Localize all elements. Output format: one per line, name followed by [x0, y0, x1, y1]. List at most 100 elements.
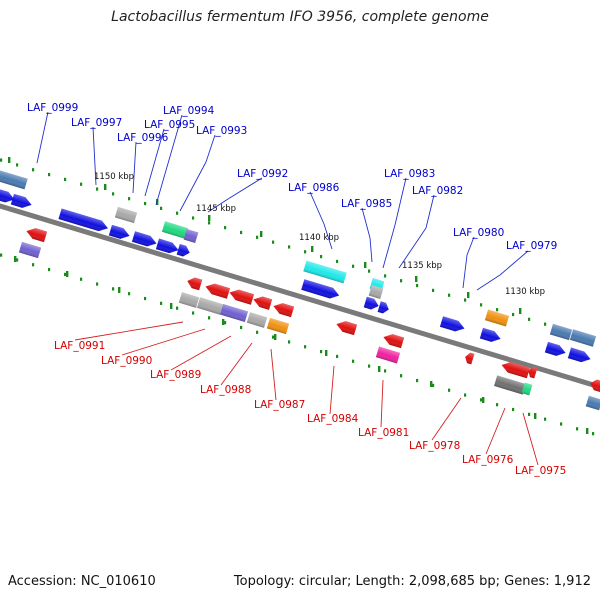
scale-tick — [320, 255, 323, 259]
gene-arrow-shade — [0, 187, 15, 203]
gene-arrow — [465, 352, 475, 365]
scale-tick-major — [170, 303, 173, 309]
scale-tick — [336, 354, 339, 359]
scale-tick-major — [8, 157, 11, 163]
gene-arrow — [161, 221, 189, 239]
gene-arrow — [246, 312, 268, 328]
label-leader-line — [431, 397, 462, 441]
label-leader-line — [466, 236, 475, 256]
scale-tick — [160, 206, 163, 210]
gene-arrow — [377, 301, 389, 314]
scale-tick — [496, 308, 499, 312]
label-leader-line — [522, 412, 539, 466]
scale-tick — [464, 298, 467, 302]
gene-arrow — [183, 229, 199, 243]
gene-arrow-shade — [590, 379, 600, 392]
scale-tick — [160, 301, 163, 305]
scale-label-1135: 1135 kbp — [402, 261, 442, 271]
gene-arrow-shade — [303, 260, 347, 284]
gene-arrow-shade — [205, 283, 231, 299]
scale-tick-major — [66, 271, 69, 277]
gene-arrow-shade — [377, 301, 389, 314]
gene-label-laf0996: LAF_0996 — [117, 132, 169, 144]
scale-tick-major — [222, 319, 225, 325]
gene-label-laf0988: LAF_0988 — [200, 384, 251, 396]
gene-arrow — [0, 166, 28, 190]
scale-tick — [528, 317, 531, 321]
label-leader-line — [270, 348, 277, 401]
scale-tick-major — [415, 276, 418, 282]
gene-arrow-shade — [187, 277, 203, 291]
label-leader-line — [155, 114, 183, 206]
genome-info-text: Topology: circular; Length: 2,098,685 bp… — [233, 574, 591, 589]
label-leader-line — [170, 335, 232, 371]
accession-text: Accession: NC_010610 — [8, 574, 156, 589]
gene-arrow — [273, 303, 295, 318]
scale-tick — [224, 226, 227, 230]
gene-arrow-shade — [363, 296, 379, 310]
scale-tick-major — [378, 366, 381, 372]
scale-tick — [256, 235, 259, 239]
gene-features — [0, 166, 600, 411]
gene-arrow — [131, 231, 157, 247]
scale-tick — [416, 378, 419, 383]
gene-arrow-shade — [266, 317, 290, 335]
gene-arrow — [528, 366, 538, 379]
gene-arrow — [114, 206, 138, 224]
gene-arrow-shade — [439, 316, 465, 332]
gene-arrow — [479, 327, 501, 342]
gene-arrow-shade — [567, 347, 591, 363]
gene-arrow — [336, 321, 358, 336]
gene-arrow — [363, 296, 379, 310]
scale-tick — [464, 393, 467, 397]
label-leader-line — [485, 407, 506, 455]
scale-tick-major — [467, 292, 470, 298]
gene-label-laf0986: LAF_0986 — [288, 182, 340, 194]
scale-tick — [304, 345, 307, 349]
label-leader-line — [361, 207, 371, 239]
label-leader-line — [323, 223, 333, 250]
scale-tick — [336, 259, 339, 264]
label-leader-lines — [36, 111, 539, 466]
gene-arrow — [108, 224, 130, 239]
scale-tick-major — [482, 397, 485, 403]
gene-arrow — [569, 329, 597, 347]
scale-tick — [320, 350, 323, 354]
gene-arrow-shade — [521, 382, 533, 396]
gene-label-laf0995: LAF_0995 — [144, 119, 195, 131]
gene-arrow-shade — [383, 334, 405, 349]
gene-label-laf0976: LAF_0976 — [462, 454, 514, 466]
gene-arrow-shade — [549, 323, 573, 341]
label-leader-line — [394, 177, 407, 226]
gene-label-laf0989: LAF_0989 — [150, 369, 201, 381]
map-title: Lactobacillus fermentum IFO 3956, comple… — [111, 9, 489, 25]
scale-tick — [480, 398, 483, 402]
scale-tick — [480, 303, 483, 307]
gene-arrow-shade — [178, 292, 200, 308]
label-leader-line — [398, 227, 427, 269]
gene-arrow — [58, 208, 108, 232]
scale-tick — [448, 388, 451, 392]
gene-arrow — [26, 228, 48, 243]
scale-tick — [16, 163, 19, 167]
scale-tick — [544, 417, 547, 421]
gene-arrow-shade — [273, 303, 295, 318]
gene-label-laf0985: LAF_0985 — [341, 198, 392, 210]
gene-arrow — [229, 289, 255, 305]
scale-tick — [112, 192, 115, 196]
gene-arrow-shade — [161, 221, 189, 239]
scale-tick — [96, 187, 99, 191]
gene-arrow — [187, 277, 203, 291]
gene-arrow — [205, 283, 231, 299]
gene-arrow-shade — [219, 303, 249, 323]
scale-label-1150: 1150 kbp — [94, 172, 134, 182]
gene-arrow — [253, 296, 273, 310]
gene-arrow-shade — [176, 244, 190, 257]
scale-tick — [432, 288, 435, 292]
gene-label-laf0987: LAF_0987 — [254, 399, 305, 411]
scale-tick — [272, 240, 275, 244]
gene-arrow-shade — [301, 279, 340, 299]
gene-arrow — [219, 303, 249, 323]
